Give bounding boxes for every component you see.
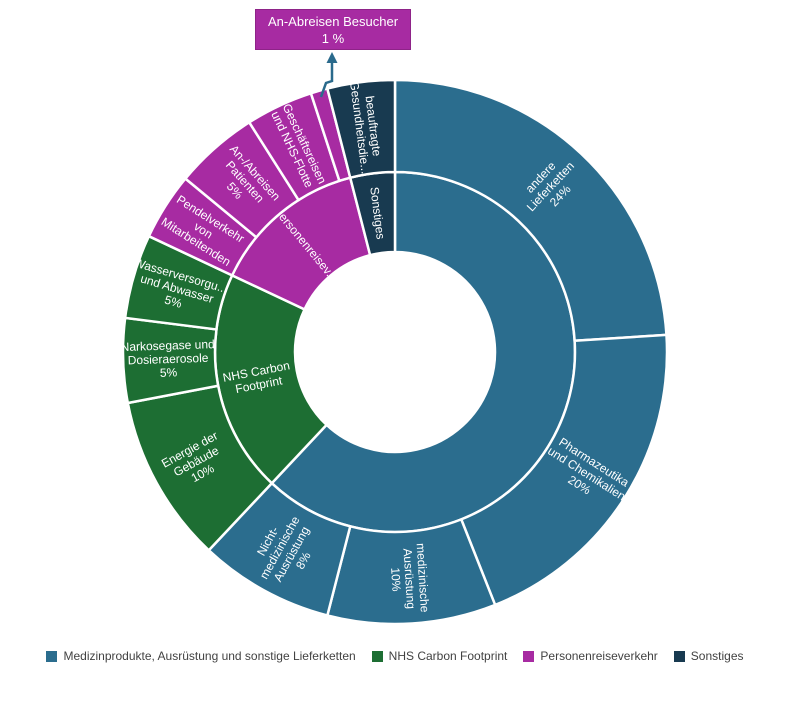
- legend-swatch: [523, 650, 535, 662]
- tooltip-title: An-Abreisen Besucher: [267, 13, 399, 29]
- outer-segment-label: Narkosegase undDosieraerosole5%: [120, 337, 215, 381]
- legend-swatch: [371, 650, 383, 662]
- legend-swatch: [46, 650, 58, 662]
- legend-item-other[interactable]: Sonstiges: [673, 649, 744, 663]
- legend-label: Medizinprodukte, Ausrüstung und sonstige…: [63, 649, 356, 663]
- legend-item-nhs-footprint[interactable]: NHS Carbon Footprint: [371, 649, 508, 663]
- outer-segment-label: beauftragteGesundheitsdie...: [347, 79, 386, 175]
- legend-label: NHS Carbon Footprint: [388, 649, 508, 663]
- outer-segment-label: medizinischeAusrüstung10%: [387, 543, 432, 615]
- legend-item-travel[interactable]: Personenreiseverkehr: [523, 649, 658, 663]
- legend-swatch: [673, 650, 685, 662]
- legend-item-supply-chain[interactable]: Medizinprodukte, Ausrüstung und sonstige…: [46, 649, 356, 663]
- tooltip-value: 1 %: [321, 30, 345, 46]
- legend-label: Personenreiseverkehr: [540, 649, 658, 663]
- outer-segment-andere Lieferketten[interactable]: [393, 78, 668, 342]
- outer-segment-beauftragte Gesundheitsdienste[interactable]: [326, 78, 397, 179]
- legend-label: Sonstiges: [690, 649, 744, 663]
- inner-segment-label: Sonstiges: [367, 186, 387, 240]
- callout-arrowhead-icon: [326, 52, 338, 63]
- callout-arrow-icon: [319, 61, 334, 98]
- tooltip: An-Abreisen Besucher 1 %: [255, 9, 411, 50]
- legend: Medizinprodukte, Ausrüstung und sonstige…: [0, 649, 790, 663]
